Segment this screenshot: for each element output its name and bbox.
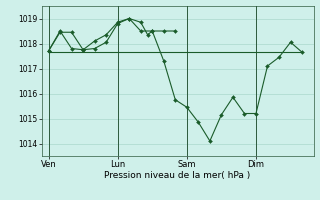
X-axis label: Pression niveau de la mer( hPa ): Pression niveau de la mer( hPa ) (104, 171, 251, 180)
